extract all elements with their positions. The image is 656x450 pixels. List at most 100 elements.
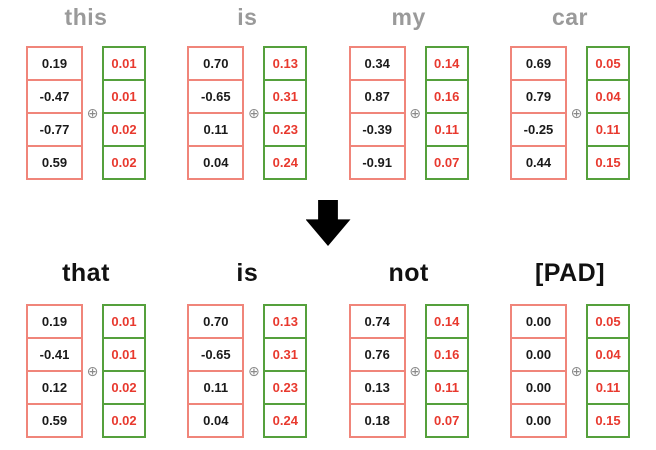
positional-encoding-value-cell: 0.24: [263, 145, 308, 180]
token-label: that: [62, 259, 110, 287]
embedding-vector: 0.70 -0.65 0.11 0.04: [187, 304, 245, 438]
embedding-value-cell: 0.70: [187, 46, 245, 81]
token-label: car: [551, 4, 588, 30]
embedding-value-cell: 0.00: [509, 337, 567, 372]
positional-encoding-value-cell: 0.01: [102, 304, 146, 339]
positional-encoding-value-cell: 0.02: [102, 370, 146, 405]
positional-encoding-vector: 0.14 0.16 0.11 0.07: [424, 46, 469, 180]
embedding-value-cell: 0.19: [26, 304, 83, 339]
positional-encoding-value-cell: 0.07: [424, 145, 469, 180]
positional-encoding-value-cell: 0.05: [585, 46, 630, 81]
positional-encoding-vector: 0.13 0.31 0.23 0.24: [263, 304, 308, 438]
embedding-plus-positional-pair: 0.70 -0.65 0.11 0.04 ⊕ 0.13 0.31 0.23 0.24: [187, 46, 308, 180]
positional-encoding-value-cell: 0.04: [585, 79, 630, 114]
embedding-value-cell: -0.91: [348, 145, 406, 180]
positional-encoding-value-cell: 0.31: [263, 337, 308, 372]
positional-encoding-vector: 0.01 0.01 0.02 0.02: [102, 46, 146, 180]
embedding-value-cell: -0.39: [348, 112, 406, 147]
embedding-vector: 0.19 -0.41 0.12 0.59: [26, 304, 83, 438]
token-label: [PAD]: [534, 259, 606, 287]
positional-encoding-value-cell: 0.01: [102, 337, 146, 372]
embedding-value-cell: 0.18: [348, 403, 406, 438]
token-label: is: [236, 259, 259, 287]
plus-circle-operator-icon: ⊕: [86, 105, 99, 121]
positional-encoding-value-cell: 0.11: [585, 370, 630, 405]
embedding-vector: 0.34 0.87 -0.39 -0.91: [348, 46, 406, 180]
positional-encoding-value-cell: 0.23: [263, 112, 308, 147]
token-group: not 0.74 0.76 0.13 0.18 ⊕ 0.14 0.16 0.11 0.07: [348, 256, 469, 438]
embedding-value-cell: 0.79: [509, 79, 567, 114]
embedding-value-cell: 0.59: [26, 403, 83, 438]
positional-encoding-value-cell: 0.02: [102, 145, 146, 180]
positional-encoding-value-cell: 0.04: [585, 337, 630, 372]
positional-encoding-value-cell: 0.13: [263, 46, 308, 81]
embedding-plus-positional-pair: 0.70 -0.65 0.11 0.04 ⊕ 0.13 0.31 0.23 0.24: [187, 304, 308, 438]
positional-encoding-value-cell: 0.01: [102, 79, 146, 114]
token-group: [PAD] 0.00 0.00 0.00 0.00 ⊕ 0.05 0.04 0.11 0.1…: [509, 256, 630, 438]
embedding-plus-positional-pair: 0.19 -0.41 0.12 0.59 ⊕ 0.01 0.01 0.02 0.02: [26, 304, 146, 438]
plus-circle-operator-icon: ⊕: [247, 105, 260, 121]
embedding-value-cell: 0.74: [348, 304, 406, 339]
arrow-row: [0, 180, 656, 246]
positional-encoding-value-cell: 0.16: [424, 337, 469, 372]
plus-circle-operator-icon: ⊕: [409, 105, 422, 121]
embedding-plus-positional-pair: 0.74 0.76 0.13 0.18 ⊕ 0.14 0.16 0.11 0.07: [348, 304, 469, 438]
positional-encoding-vector: 0.05 0.04 0.11 0.15: [585, 304, 630, 438]
embedding-value-cell: -0.77: [26, 112, 83, 147]
down-arrow-icon: [305, 200, 351, 246]
token-group: that 0.19 -0.41 0.12 0.59 ⊕ 0.01 0.01 0.02 0.0…: [26, 256, 146, 438]
positional-encoding-value-cell: 0.23: [263, 370, 308, 405]
embedding-vector: 0.70 -0.65 0.11 0.04: [187, 46, 245, 180]
plus-circle-operator-icon: ⊕: [409, 363, 422, 379]
token-label: this: [64, 4, 108, 30]
token-label: not: [388, 259, 429, 287]
positional-encoding-value-cell: 0.14: [424, 304, 469, 339]
positional-encoding-value-cell: 0.11: [424, 370, 469, 405]
embedding-value-cell: -0.65: [187, 337, 245, 372]
output-token-row: that 0.19 -0.41 0.12 0.59 ⊕ 0.01 0.01 0.02 0.0…: [0, 246, 656, 438]
embedding-plus-positional-pair: 0.69 0.79 -0.25 0.44 ⊕ 0.05 0.04 0.11 0.15: [509, 46, 630, 180]
embedding-value-cell: 0.76: [348, 337, 406, 372]
embedding-value-cell: 0.00: [509, 370, 567, 405]
embedding-value-cell: -0.41: [26, 337, 83, 372]
embedding-value-cell: 0.13: [348, 370, 406, 405]
embedding-value-cell: 0.44: [509, 145, 567, 180]
plus-circle-operator-icon: ⊕: [570, 105, 583, 121]
token-group: this 0.19 -0.47 -0.77 0.59 ⊕ 0.01 0.01 0.02 0.…: [26, 4, 146, 180]
embedding-plus-positional-pair: 0.19 -0.47 -0.77 0.59 ⊕ 0.01 0.01 0.02 0.02: [26, 46, 146, 180]
embedding-value-cell: 0.87: [348, 79, 406, 114]
embedding-vector: 0.19 -0.47 -0.77 0.59: [26, 46, 83, 180]
positional-encoding-value-cell: 0.31: [263, 79, 308, 114]
token-group: my 0.34 0.87 -0.39 -0.91 ⊕ 0.14 0.16 0.11 0.07: [348, 4, 469, 180]
embedding-value-cell: 0.11: [187, 112, 245, 147]
positional-encoding-vector: 0.13 0.31 0.23 0.24: [263, 46, 308, 180]
plus-circle-operator-icon: ⊕: [570, 363, 583, 379]
embedding-value-cell: 0.11: [187, 370, 245, 405]
positional-encoding-value-cell: 0.16: [424, 79, 469, 114]
positional-encoding-value-cell: 0.11: [424, 112, 469, 147]
positional-encoding-value-cell: 0.02: [102, 112, 146, 147]
positional-encoding-value-cell: 0.11: [585, 112, 630, 147]
positional-encoding-value-cell: 0.05: [585, 304, 630, 339]
plus-circle-operator-icon: ⊕: [86, 363, 99, 379]
embedding-value-cell: 0.34: [348, 46, 406, 81]
embedding-value-cell: 0.00: [509, 403, 567, 438]
embedding-value-cell: 0.69: [509, 46, 567, 81]
positional-encoding-vector: 0.14 0.16 0.11 0.07: [424, 304, 469, 438]
token-group: is 0.70 -0.65 0.11 0.04 ⊕ 0.13 0.31 0.23 0.24: [187, 256, 308, 438]
plus-circle-operator-icon: ⊕: [247, 363, 260, 379]
positional-encoding-vector: 0.01 0.01 0.02 0.02: [102, 304, 146, 438]
positional-encoding-value-cell: 0.02: [102, 403, 146, 438]
embedding-value-cell: -0.47: [26, 79, 83, 114]
positional-encoding-value-cell: 0.15: [585, 145, 630, 180]
embedding-value-cell: 0.70: [187, 304, 245, 339]
positional-encoding-value-cell: 0.01: [102, 46, 146, 81]
embedding-value-cell: 0.04: [187, 403, 245, 438]
embedding-vector: 0.69 0.79 -0.25 0.44: [509, 46, 567, 180]
embedding-value-cell: -0.65: [187, 79, 245, 114]
embedding-vector: 0.74 0.76 0.13 0.18: [348, 304, 406, 438]
embedding-value-cell: 0.19: [26, 46, 83, 81]
embedding-plus-positional-pair: 0.34 0.87 -0.39 -0.91 ⊕ 0.14 0.16 0.11 0.07: [348, 46, 469, 180]
positional-encoding-value-cell: 0.14: [424, 46, 469, 81]
